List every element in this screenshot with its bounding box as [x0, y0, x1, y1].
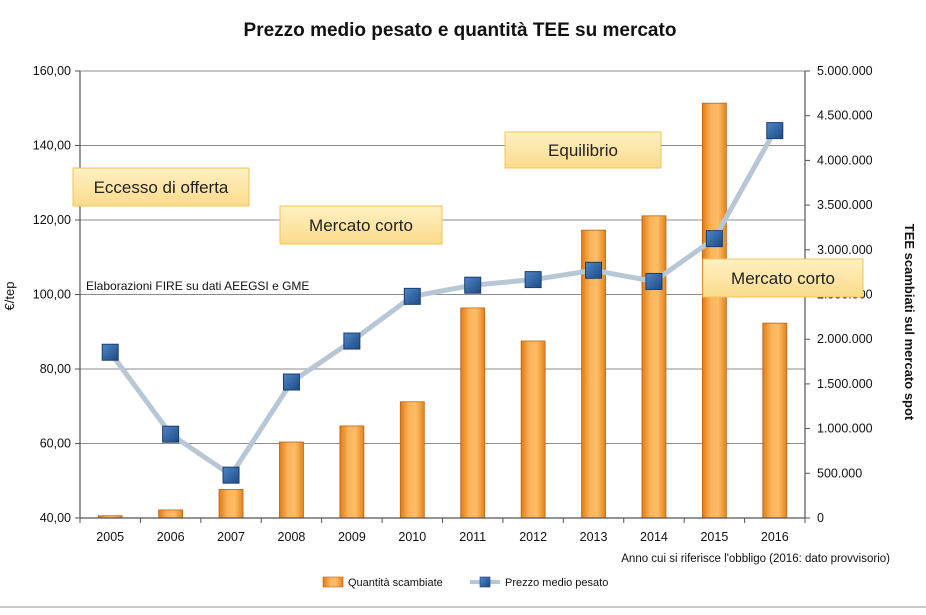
line-layer	[101, 122, 784, 484]
price-marker	[162, 425, 180, 443]
axes-layer	[75, 70, 810, 523]
left-tick-label: 100,00	[33, 288, 71, 302]
left-tick-label: 40,00	[40, 511, 71, 525]
source-note: Elaborazioni FIRE su dati AEEGSI e GME	[86, 279, 309, 293]
price-marker	[464, 276, 482, 294]
price-marker	[524, 271, 542, 289]
x-tick-label: 2014	[640, 530, 668, 544]
bars-layer	[97, 102, 788, 519]
left-tick-label: 60,00	[40, 437, 71, 451]
labels-layer: 40,00 60,00 80,00 100,00 120,00 140,00 160,00 0…	[33, 64, 873, 544]
x-tick-label: 2011	[459, 530, 486, 544]
price-marker	[645, 272, 663, 290]
x-tick-label: 2013	[580, 530, 608, 544]
legend-line-label: Prezzo medio pesato	[505, 577, 608, 589]
bar	[762, 322, 788, 519]
left-tick-label: 160,00	[33, 64, 71, 78]
right-tick-label: 1.500.000	[817, 377, 873, 391]
callout-equilibrio: Equilibrio	[504, 131, 662, 169]
x-tick-label: 2005	[96, 530, 124, 544]
price-marker	[282, 373, 300, 391]
callout-eccesso-di-offerta: Eccesso di offerta	[72, 167, 250, 207]
legend-bar-swatch	[322, 576, 344, 588]
price-line	[107, 128, 778, 478]
x-tick-label: 2010	[398, 530, 426, 544]
price-marker	[585, 261, 603, 279]
legend-bar-label: Quantità scambiate	[348, 577, 443, 589]
right-tick-label: 5.000.000	[817, 64, 873, 78]
callout-equilibrio-label: Equilibrio	[548, 141, 618, 160]
right-tick-label: 4.500.000	[817, 109, 873, 123]
left-tick-label: 120,00	[33, 213, 71, 227]
right-tick-label: 4.000.000	[817, 153, 873, 167]
x-tick-label: 2015	[700, 530, 728, 544]
right-tick-label: 3.500.000	[817, 198, 873, 212]
callout-mercato-corto-1-label: Mercato corto	[309, 216, 413, 235]
price-marker	[343, 332, 361, 350]
bar	[218, 488, 244, 519]
x-tick-label: 2016	[761, 530, 789, 544]
legend-marker-swatch	[479, 576, 491, 588]
x-axis-label: Anno cui si riferisce l'obbligo (2016: d…	[621, 553, 890, 565]
x-tick-label: 2006	[157, 530, 185, 544]
right-tick-label: 2.000.000	[817, 332, 873, 346]
grid-layer	[80, 70, 805, 519]
callout-mercato-corto-2: Mercato corto	[702, 258, 864, 298]
x-tick-label: 2007	[217, 530, 245, 544]
price-marker	[766, 122, 784, 140]
right-tick-label: 1.000.000	[817, 422, 873, 436]
right-tick-label: 0	[817, 511, 824, 525]
frame-divider	[0, 606, 926, 608]
bar	[158, 509, 184, 519]
bar	[701, 102, 727, 519]
callout-mercato-corto-2-label: Mercato corto	[731, 269, 835, 288]
bar	[520, 340, 546, 519]
price-marker	[403, 287, 421, 305]
bar	[641, 215, 667, 519]
right-tick-label: 500.000	[817, 466, 862, 480]
bar	[460, 307, 486, 519]
left-tick-label: 80,00	[40, 362, 71, 376]
bar	[339, 425, 365, 519]
price-marker	[101, 343, 119, 361]
x-tick-label: 2012	[519, 530, 547, 544]
x-tick-label: 2008	[278, 530, 306, 544]
callout-mercato-corto-1: Mercato corto	[279, 205, 443, 245]
callout-mercato-corto-2-box	[702, 258, 864, 298]
price-marker	[222, 466, 240, 484]
chart-title: Prezzo medio pesato e quantità TEE su me…	[244, 20, 677, 41]
callout-eccesso-di-offerta-label: Eccesso di offerta	[94, 178, 229, 197]
legend: Quantità scambiate Prezzo medio pesato	[322, 576, 608, 589]
x-tick-label: 2009	[338, 530, 366, 544]
price-marker	[705, 230, 723, 248]
y-axis-left-label: €/tep	[2, 282, 17, 311]
y-axis-right-label: TEE scambiati sul mercato spot	[902, 224, 917, 421]
right-tick-label: 3.000.000	[817, 243, 873, 257]
left-tick-label: 140,00	[33, 139, 71, 153]
bar	[399, 401, 425, 519]
bar	[279, 441, 304, 519]
